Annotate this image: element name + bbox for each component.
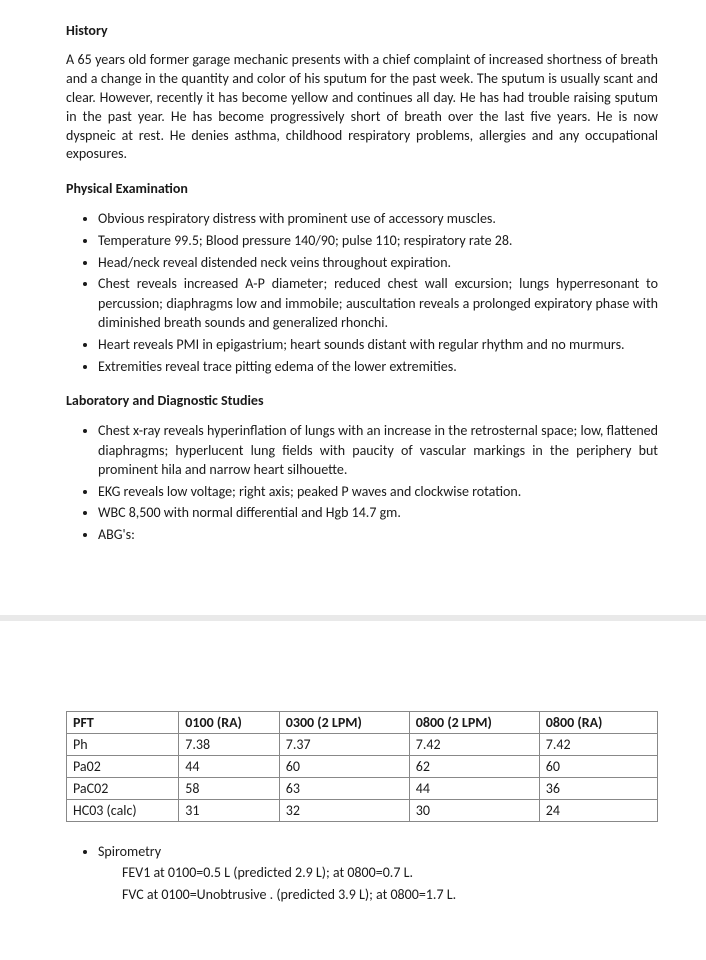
cell: 44 <box>179 755 279 777</box>
cell: HC03 (calc) <box>67 799 179 821</box>
list-item: Chest reveals increased A-P diameter; re… <box>98 274 658 333</box>
table-row: Ph 7.38 7.37 7.42 7.42 <box>67 733 658 755</box>
cell: 60 <box>279 755 409 777</box>
cell: 31 <box>179 799 279 821</box>
heading-history: History <box>66 22 658 39</box>
cell: 7.42 <box>409 733 539 755</box>
spirometry-block: Spirometry FEV1 at 0100=0.5 L (predicted… <box>66 842 658 905</box>
cell: 62 <box>409 755 539 777</box>
list-item: Obvious respiratory distress with promin… <box>98 209 658 229</box>
labs-list: Chest x-ray reveals hyperinflation of lu… <box>66 421 658 545</box>
cell: 24 <box>539 799 657 821</box>
list-item: Extremities reveal trace pitting edema o… <box>98 357 658 377</box>
list-item: Chest x-ray reveals hyperinflation of lu… <box>98 421 658 480</box>
cell: PaC02 <box>67 777 179 799</box>
cell: Ph <box>67 733 179 755</box>
table-row: PaC02 58 63 44 36 <box>67 777 658 799</box>
list-item: EKG reveals low voltage; right axis; pea… <box>98 482 658 502</box>
cell: Pa02 <box>67 755 179 777</box>
heading-physical-exam: Physical Examination <box>66 180 658 197</box>
col-header: PFT <box>67 711 179 733</box>
abg-table: PFT 0100 (RA) 0300 (2 LPM) 0800 (2 LPM) … <box>66 711 658 822</box>
col-header: 0100 (RA) <box>179 711 279 733</box>
list-item: ABG's: <box>98 525 658 545</box>
page-2: PFT 0100 (RA) 0300 (2 LPM) 0800 (2 LPM) … <box>0 711 706 960</box>
page-1: History A 65 years old former garage mec… <box>0 0 706 545</box>
col-header: 0800 (RA) <box>539 711 657 733</box>
cell: 44 <box>409 777 539 799</box>
heading-labs: Laboratory and Diagnostic Studies <box>66 392 658 409</box>
spirometry-line: FVC at 0100=Unobtrusive . (predicted 3.9… <box>98 885 658 905</box>
table-row: Pa02 44 60 62 60 <box>67 755 658 777</box>
history-text: A 65 years old former garage mechanic pr… <box>66 51 658 164</box>
cell: 60 <box>539 755 657 777</box>
table-header-row: PFT 0100 (RA) 0300 (2 LPM) 0800 (2 LPM) … <box>67 711 658 733</box>
pe-list: Obvious respiratory distress with promin… <box>66 209 658 376</box>
cell: 7.42 <box>539 733 657 755</box>
col-header: 0300 (2 LPM) <box>279 711 409 733</box>
list-item: WBC 8,500 with normal differential and H… <box>98 503 658 523</box>
cell: 32 <box>279 799 409 821</box>
cell: 7.37 <box>279 733 409 755</box>
list-item: Temperature 99.5; Blood pressure 140/90;… <box>98 231 658 251</box>
cell: 36 <box>539 777 657 799</box>
list-item: Head/neck reveal distended neck veins th… <box>98 253 658 273</box>
cell: 7.38 <box>179 733 279 755</box>
spirometry-line: FEV1 at 0100=0.5 L (predicted 2.9 L); at… <box>98 863 658 883</box>
col-header: 0800 (2 LPM) <box>409 711 539 733</box>
spirometry-heading: Spirometry <box>98 842 658 862</box>
cell: 58 <box>179 777 279 799</box>
page-separator <box>0 615 706 621</box>
list-item: Heart reveals PMI in epigastrium; heart … <box>98 335 658 355</box>
cell: 63 <box>279 777 409 799</box>
table-row: HC03 (calc) 31 32 30 24 <box>67 799 658 821</box>
cell: 30 <box>409 799 539 821</box>
